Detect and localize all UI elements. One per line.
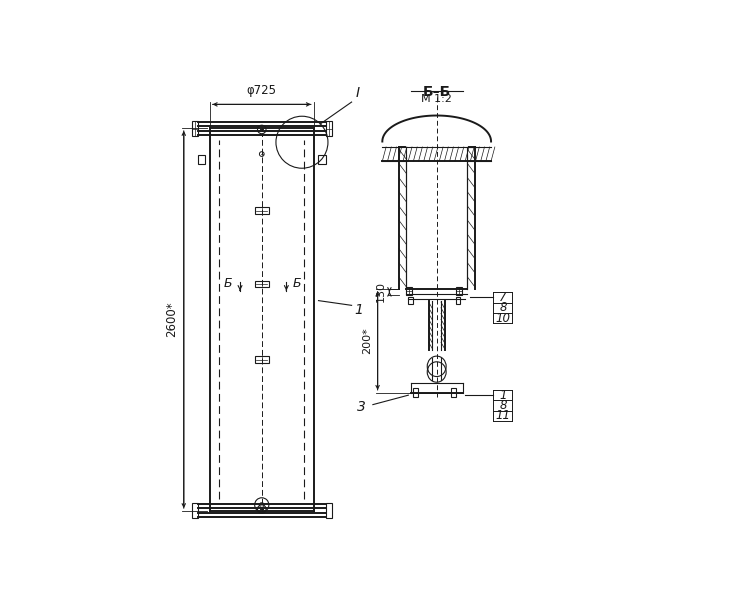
Bar [456,297,460,304]
Bar [413,388,418,397]
Bar [451,388,456,397]
Bar [192,122,198,136]
Text: 10: 10 [495,312,510,325]
Bar [319,155,325,163]
Text: 200*: 200* [362,327,372,354]
Bar [192,503,198,518]
Text: Б–Б: Б–Б [422,85,451,99]
Bar [326,122,332,136]
Bar [326,503,332,518]
Text: 130: 130 [376,281,386,302]
Text: 2600*: 2600* [165,301,178,337]
Bar [198,155,205,163]
Text: Б: Б [293,277,301,290]
Text: I: I [355,86,360,99]
Text: 1: 1 [499,389,507,402]
Text: M 1:2: M 1:2 [421,94,452,104]
Bar [408,297,413,304]
Text: Б: Б [224,277,233,290]
Text: 1: 1 [354,303,363,317]
Text: 8: 8 [499,301,507,314]
Text: 3: 3 [357,400,366,414]
Bar [456,287,462,295]
Text: 11: 11 [495,410,510,422]
Text: φ725: φ725 [247,84,277,97]
Text: 7: 7 [499,291,507,304]
Text: 8: 8 [499,399,507,412]
Bar [406,287,412,295]
